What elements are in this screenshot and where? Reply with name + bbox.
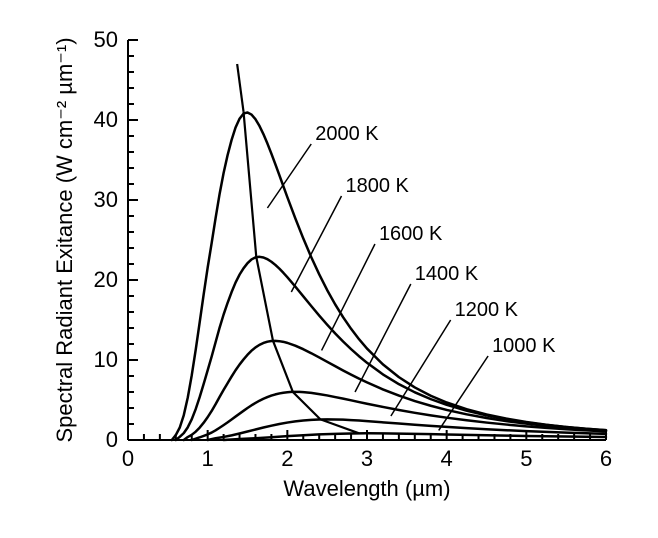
chart-svg: 0 1 2 3 4 5 6 Wavelength (µm) 0 10 20 30 40 50 Spectra… bbox=[0, 0, 658, 538]
y-axis-title: Spectral Radiant Exitance (W cm⁻² µm⁻¹) bbox=[52, 37, 77, 442]
leader-t2000 bbox=[267, 144, 311, 208]
leader-t1800 bbox=[291, 196, 341, 292]
x-tick-label: 5 bbox=[520, 446, 532, 471]
x-tick-label: 2 bbox=[281, 446, 293, 471]
y-tick-label: 10 bbox=[94, 347, 118, 372]
y-tick-label: 20 bbox=[94, 267, 118, 292]
leader-t1600 bbox=[322, 244, 375, 350]
x-tick-label: 1 bbox=[202, 446, 214, 471]
series-label-t1400: 1400 K bbox=[415, 263, 479, 285]
series-label-t1200: 1200 K bbox=[455, 299, 519, 321]
series-label-t1000: 1000 K bbox=[492, 335, 556, 357]
x-tick-label: 4 bbox=[441, 446, 453, 471]
series-label-t2000: 2000 K bbox=[315, 123, 379, 145]
y-tick-label: 40 bbox=[94, 107, 118, 132]
x-tick-label: 0 bbox=[122, 446, 134, 471]
wien-peak-locus-top bbox=[237, 64, 243, 112]
y-tick-label: 0 bbox=[106, 427, 118, 452]
series-label-t1800: 1800 K bbox=[345, 175, 409, 197]
x-tick-label: 6 bbox=[600, 446, 612, 471]
y-tick-label: 30 bbox=[94, 187, 118, 212]
blackbody-spectral-exitance-chart: 0 1 2 3 4 5 6 Wavelength (µm) 0 10 20 30 40 50 Spectra… bbox=[0, 0, 658, 538]
x-tick-label: 3 bbox=[361, 446, 373, 471]
series-label-t1600: 1600 K bbox=[379, 223, 443, 245]
y-tick-label: 50 bbox=[94, 27, 118, 52]
x-axis-title: Wavelength (µm) bbox=[283, 476, 450, 501]
